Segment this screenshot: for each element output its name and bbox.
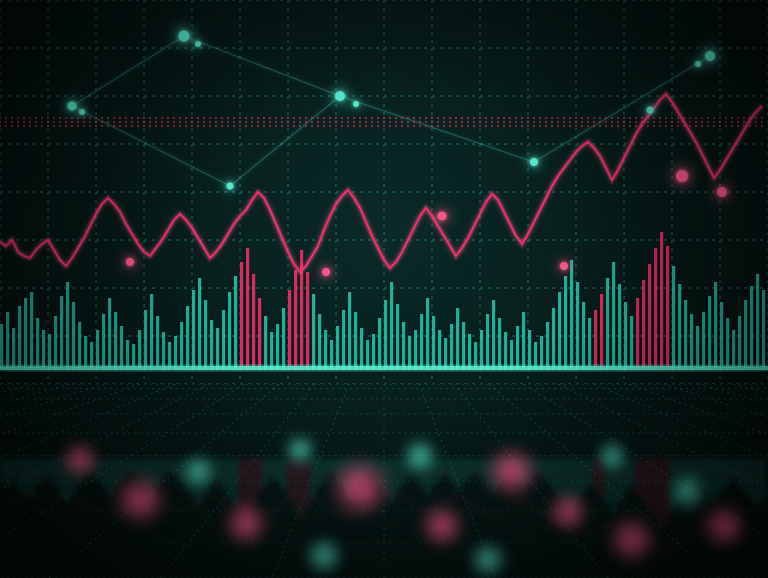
reflection-glow-orbs (0, 0, 768, 578)
